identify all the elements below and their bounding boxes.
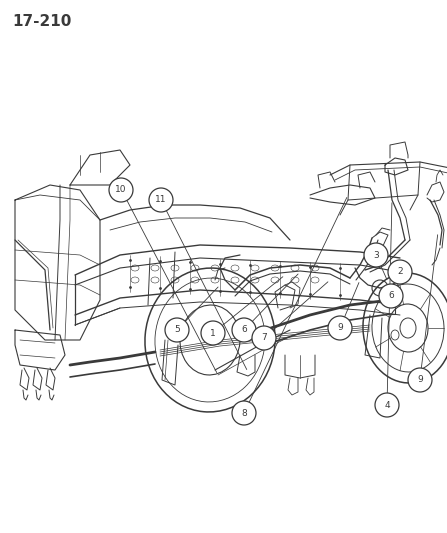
Circle shape (232, 318, 256, 342)
Circle shape (379, 284, 403, 308)
Text: 7: 7 (261, 334, 267, 343)
Text: 4: 4 (384, 400, 390, 409)
Text: 3: 3 (373, 251, 379, 260)
Text: 2: 2 (397, 268, 403, 277)
Text: 9: 9 (417, 376, 423, 384)
Text: 9: 9 (337, 324, 343, 333)
Text: 5: 5 (174, 326, 180, 335)
Circle shape (388, 260, 412, 284)
Circle shape (109, 178, 133, 202)
Circle shape (252, 326, 276, 350)
Circle shape (375, 393, 399, 417)
Text: 1: 1 (210, 328, 216, 337)
Text: 17-210: 17-210 (12, 14, 72, 29)
Text: 6: 6 (241, 326, 247, 335)
Circle shape (364, 243, 388, 267)
Circle shape (149, 188, 173, 212)
Text: 6: 6 (388, 292, 394, 301)
Circle shape (165, 318, 189, 342)
Text: 8: 8 (241, 408, 247, 417)
Text: 10: 10 (115, 185, 127, 195)
Circle shape (201, 321, 225, 345)
Circle shape (408, 368, 432, 392)
Circle shape (328, 316, 352, 340)
Text: 11: 11 (155, 196, 167, 205)
Circle shape (232, 401, 256, 425)
